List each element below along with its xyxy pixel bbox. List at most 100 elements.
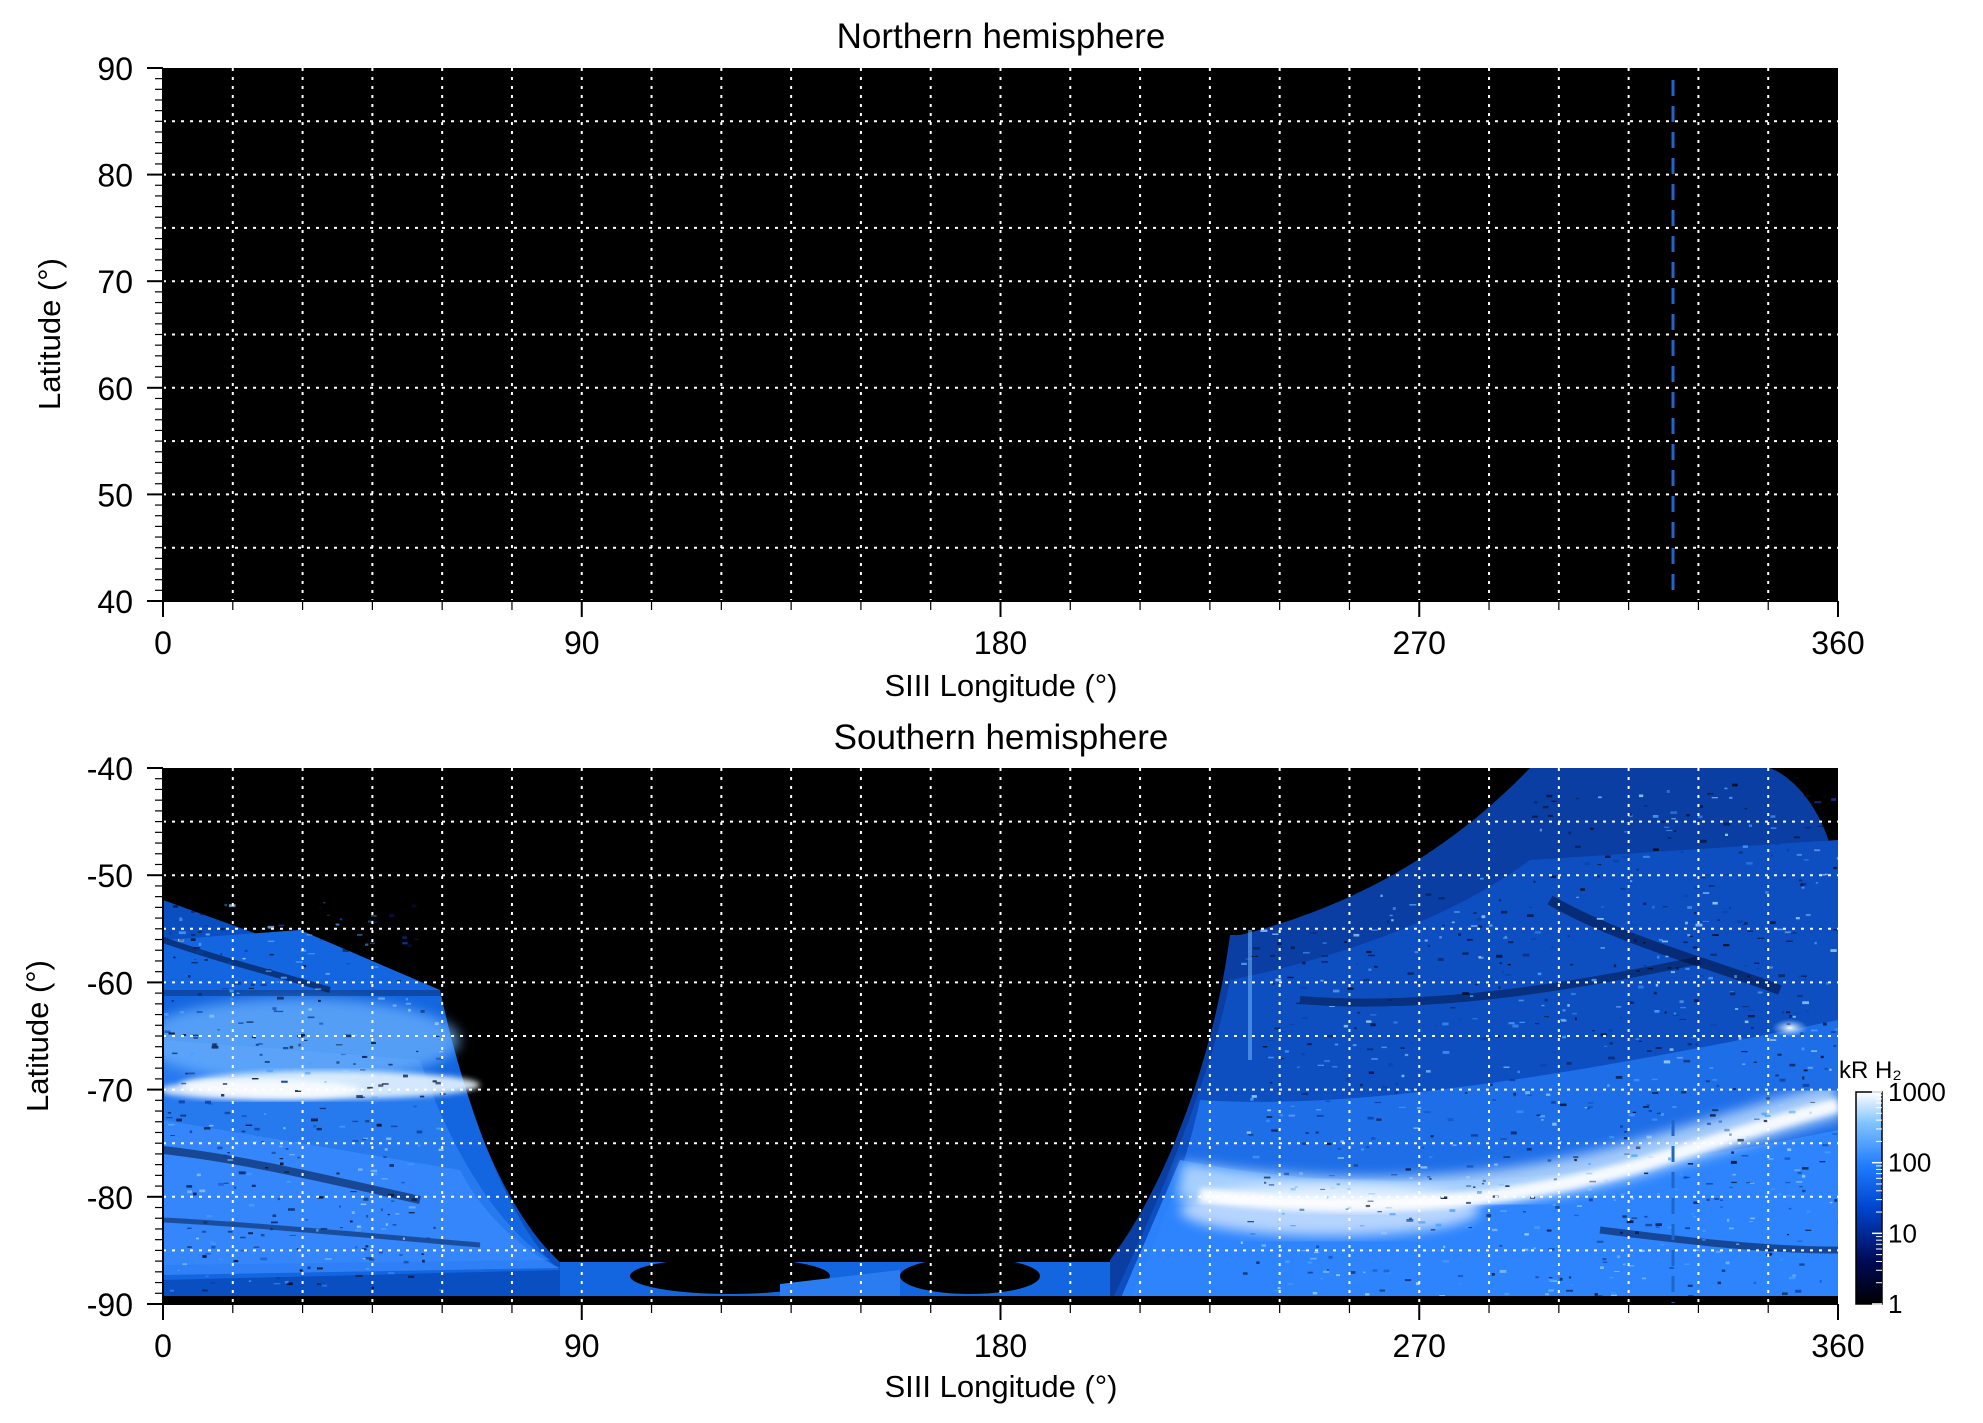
speckle [435, 1081, 441, 1085]
speckle [402, 936, 407, 939]
south-axes: -40 -50 -60 -70 -80 -90 0 90 180 270 360 [87, 751, 1865, 1364]
speckle [1559, 1277, 1563, 1281]
speckle [276, 1276, 281, 1280]
speckle [1486, 1214, 1492, 1217]
speckle [1807, 1066, 1813, 1069]
speckle [346, 962, 351, 965]
speckle [1336, 1183, 1341, 1186]
speckle [1636, 970, 1640, 972]
speckle [418, 1144, 421, 1147]
speckle [1346, 1077, 1350, 1081]
speckle [1434, 1024, 1437, 1027]
speckle [385, 1223, 388, 1226]
speckle [280, 976, 287, 979]
speckle [1268, 1056, 1274, 1059]
speckle [1673, 1014, 1680, 1016]
speckle [1788, 1110, 1796, 1114]
speckle [307, 953, 315, 955]
speckle [387, 1213, 390, 1216]
speckle [1679, 1173, 1683, 1176]
speckle [1320, 979, 1324, 982]
speckle [1316, 1245, 1320, 1248]
speckle [1643, 965, 1647, 967]
speckle [1823, 1022, 1827, 1026]
speckle [1722, 911, 1728, 914]
speckle [320, 1227, 328, 1230]
speckle [1679, 1018, 1686, 1020]
speckle [355, 1274, 363, 1277]
speckle [1503, 1066, 1510, 1068]
speckle [1603, 1045, 1608, 1047]
speckle [1699, 974, 1704, 977]
speckle [1437, 958, 1444, 961]
speckle [1597, 864, 1602, 866]
speckle [1664, 826, 1670, 828]
speckle [408, 1008, 411, 1012]
north-x-tick-label: 270 [1393, 625, 1446, 661]
speckle [1246, 1131, 1252, 1134]
speckle [1420, 1166, 1428, 1169]
speckle [1723, 944, 1730, 947]
speckle [1295, 960, 1302, 962]
speckle [1794, 1169, 1801, 1172]
speckle [191, 910, 195, 913]
speckle [1241, 962, 1247, 965]
speckle [1534, 1226, 1540, 1229]
speckle [166, 1019, 169, 1022]
colorbar-tick-label: 1 [1888, 1289, 1902, 1319]
speckle [1570, 963, 1574, 966]
speckle [1368, 968, 1372, 971]
speckle [1248, 1134, 1254, 1136]
speckle [283, 1047, 289, 1050]
speckle [1588, 1162, 1591, 1165]
speckle [365, 1257, 372, 1260]
speckle [1748, 1009, 1754, 1011]
speckle [1406, 1218, 1414, 1222]
speckle [1315, 1131, 1319, 1134]
speckle [1805, 913, 1811, 917]
speckle [1608, 1029, 1612, 1032]
speckle [351, 1211, 355, 1214]
speckle [1478, 925, 1483, 928]
speckle [1562, 1035, 1566, 1039]
speckle [1256, 1261, 1260, 1264]
speckle [1548, 1277, 1553, 1279]
speckle [1299, 1208, 1305, 1211]
speckle [205, 1253, 211, 1255]
speckle [191, 1034, 199, 1036]
speckle [1695, 1043, 1698, 1046]
speckle [1619, 1193, 1625, 1196]
speckle [1729, 1133, 1732, 1136]
speckle [1664, 1011, 1667, 1014]
speckle [1504, 935, 1507, 938]
speckle [1270, 954, 1275, 957]
speckle [1409, 904, 1417, 906]
speckle [1252, 1155, 1260, 1159]
speckle [179, 918, 183, 922]
speckle [1786, 1023, 1791, 1025]
speckle [1462, 992, 1470, 995]
speckle [1525, 1091, 1530, 1095]
speckle [1619, 1153, 1622, 1156]
speckle [365, 1120, 370, 1123]
speckle [172, 905, 178, 908]
speckle [408, 1206, 416, 1209]
speckle [1347, 987, 1354, 990]
speckle [1668, 1157, 1671, 1161]
speckle [1644, 805, 1648, 807]
speckle [1427, 1176, 1431, 1178]
speckle [1700, 839, 1707, 843]
speckle [1622, 856, 1629, 858]
speckle [1548, 1248, 1555, 1251]
speckle [1303, 951, 1310, 954]
speckle [1830, 1031, 1836, 1033]
speckle [317, 1283, 321, 1286]
speckle [186, 1185, 193, 1188]
speckle [1693, 999, 1699, 1003]
speckle [1411, 1042, 1414, 1044]
colorbar-label: kR H₂ [1839, 1057, 1902, 1084]
speckle [1271, 1129, 1278, 1132]
speckle [280, 1162, 284, 1166]
speckle [325, 972, 330, 975]
speckle [173, 956, 176, 959]
